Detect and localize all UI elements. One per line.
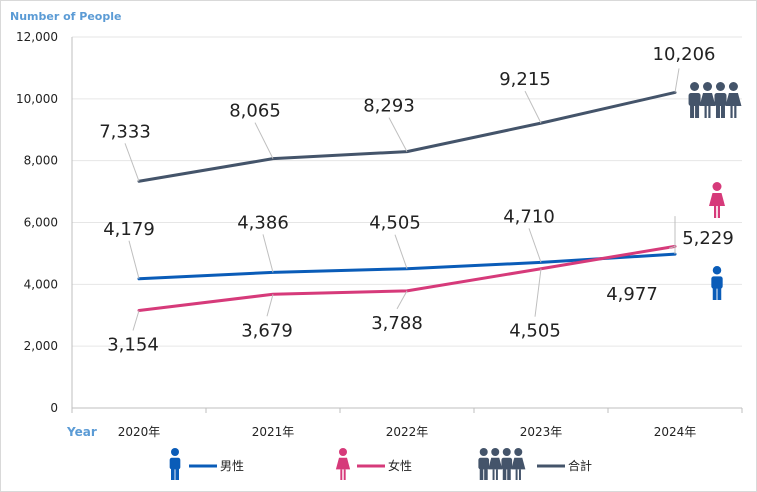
x-tick-label: 2023年 [520,425,563,439]
female-person-icon [709,182,725,218]
label-leader-line [394,234,408,269]
label-leader-line [266,294,274,317]
data-label: 7,333 [99,121,151,142]
label-leader-line [396,290,408,310]
legend-label: 男性 [220,459,244,473]
label-leader-line [254,122,274,159]
male-person-icon [478,448,490,480]
y-axis-ticks: 0 2,000 4,000 6,000 8,000 10,000 12,000 [16,30,58,415]
female-person-icon [511,448,526,480]
y-tick-label: 12,000 [16,30,58,44]
data-labels: 4,179 4,386 4,505 4,710 4,977 3,154 3,679 3,788… [99,44,734,355]
gridlines [71,36,743,413]
male-person-icon [714,82,727,118]
label-leader-line [128,240,140,279]
legend-label: 女性 [388,458,412,473]
label-leader-line [668,245,676,249]
data-label: 9,215 [499,69,551,90]
data-label: 3,679 [241,320,293,341]
data-label: 4,505 [509,321,561,342]
group-of-people-icon [688,82,742,118]
label-leader-line [388,117,408,152]
data-label-leaders [124,68,680,331]
data-label: 4,179 [103,219,155,240]
label-leader-line [524,90,542,124]
y-tick-label: 2,000 [24,339,58,353]
x-tick-label: 2020年 [118,425,161,439]
male-person-icon [169,448,181,480]
label-leader-line [674,68,680,93]
label-leader-line [132,310,140,331]
y-axis-label: Number of People [10,10,121,23]
y-tick-label: 10,000 [16,92,58,106]
data-label: 3,788 [371,313,423,334]
label-leader-line [534,268,542,317]
x-tick-label: 2022年 [386,425,429,439]
male-person-icon [711,266,723,300]
legend-label: 合計 [568,458,592,473]
x-axis-label: Year [66,425,97,439]
data-label: 4,710 [503,206,555,227]
female-person-icon [488,448,503,480]
data-label: 8,065 [229,101,281,122]
female-person-icon [335,448,351,480]
label-leader-line [528,228,542,263]
male-person-icon [688,82,701,118]
x-tick-label: 2021年 [252,425,295,439]
female-person-icon [699,82,716,118]
data-label: 5,229 [682,228,734,249]
data-label: 3,154 [107,334,159,355]
male-person-icon [501,448,513,480]
data-label: 4,386 [237,212,289,233]
y-tick-label: 0 [50,401,58,415]
group-of-people-icon [478,448,526,480]
legend: 男性 女性 合計 [169,448,592,480]
data-label: 10,206 [653,44,716,65]
y-tick-label: 4,000 [24,277,58,291]
data-label: 4,505 [369,213,421,234]
label-leader-line [262,234,274,273]
series-end-icons [688,82,742,300]
x-tick-label: 2024年 [654,425,697,439]
y-tick-label: 6,000 [24,216,58,230]
y-tick-label: 8,000 [24,154,58,168]
data-label: 4,977 [606,284,658,305]
label-leader-line [124,143,140,182]
data-label: 8,293 [363,96,415,117]
x-axis-ticks: 2020年 2021年 2022年 2023年 2024年 [118,425,697,439]
female-person-icon [725,82,742,118]
